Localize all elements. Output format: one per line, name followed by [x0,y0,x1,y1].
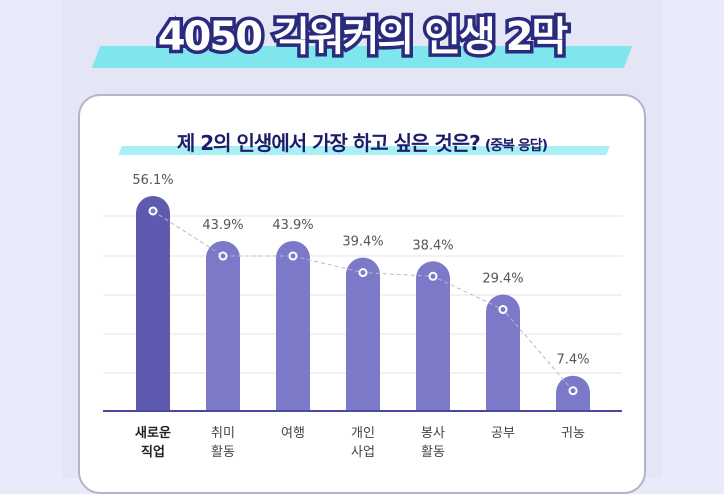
category-label: 여행 [281,425,305,441]
category-label: 활동 [421,445,445,460]
bar [486,294,520,411]
bar [206,241,240,411]
point-marker-dot [220,253,226,259]
point-marker-dot [290,253,296,259]
category-label: 귀농 [561,426,585,441]
category-label: 개인 [351,426,375,441]
point-marker-dot [570,388,576,394]
data-label: 39.4% [342,235,383,250]
data-label: 43.9% [272,218,313,233]
data-label: 7.4% [556,353,589,368]
point-marker-dot [360,270,366,276]
bar [416,261,450,411]
category-label: 활동 [211,445,235,460]
category-label: 취미 [211,426,235,441]
data-label: 43.9% [202,218,243,233]
bar [136,196,170,411]
category-label: 직업 [141,444,165,460]
category-label: 봉사 [421,426,445,441]
data-label: 38.4% [412,238,453,253]
point-marker-dot [500,307,506,313]
category-label: 사업 [351,445,375,460]
chart-title: 제 2의 인생에서 가장 하고 싶은 것은? (중복 응답) [0,127,724,156]
bar [346,257,380,411]
point-marker-dot [150,208,156,214]
bar [276,241,310,411]
chart-subtitle: (중복 응답) [484,138,548,154]
category-label: 새로운 [135,425,171,441]
chart-title-text: 제 2의 인생에서 가장 하고 싶은 것은? [176,131,481,155]
data-label: 56.1% [132,173,173,188]
page-title: 4050 긱워커의 인생 2막 [154,11,572,64]
data-label: 29.4% [482,272,523,287]
category-label: 공부 [491,426,515,441]
chart-card [78,94,646,494]
point-marker-dot [430,273,436,279]
